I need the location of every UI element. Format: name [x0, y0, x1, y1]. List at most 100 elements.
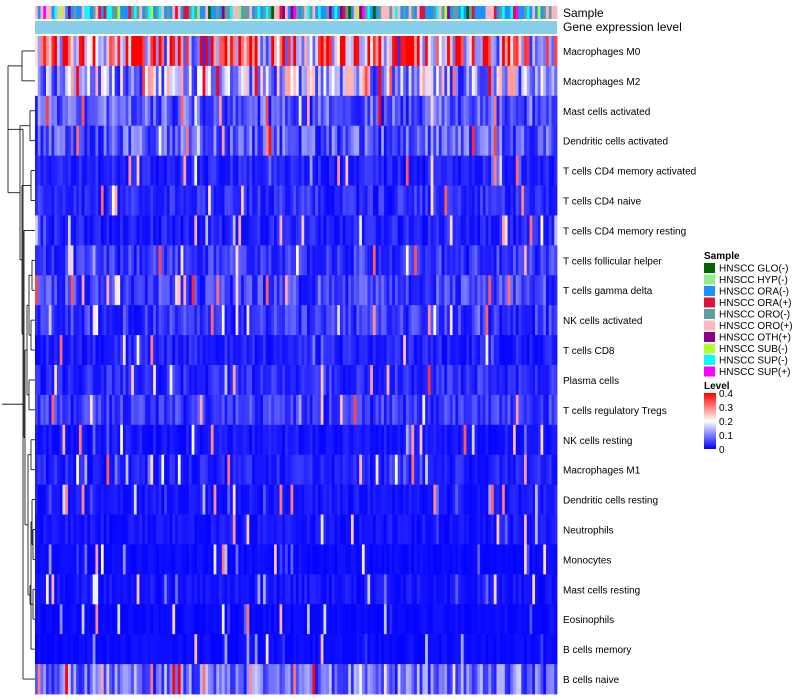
- heatmap-cell: [62, 664, 66, 695]
- heatmap-cell: [427, 664, 432, 695]
- sample-annotation-cell: [359, 6, 363, 19]
- heatmap-cell: [268, 335, 272, 366]
- sample-annotation-cell: [499, 6, 503, 19]
- heatmap-cell: [70, 365, 74, 396]
- heatmap-cell: [356, 125, 360, 157]
- sample-annotation-cell: [350, 6, 355, 19]
- heatmap-cell: [131, 544, 135, 575]
- heatmap-cell: [482, 365, 486, 396]
- heatmap-cell: [120, 95, 124, 127]
- heatmap-cell: [271, 215, 275, 246]
- heatmap-cell: [296, 335, 300, 366]
- heatmap-cell: [98, 155, 102, 186]
- heatmap-cell: [202, 454, 206, 486]
- heatmap-cell: [548, 394, 552, 426]
- heatmap-cell: [356, 335, 360, 366]
- heatmap-cell: [444, 155, 448, 186]
- heatmap-cell: [383, 484, 388, 515]
- heatmap-cell: [502, 245, 506, 276]
- heatmap-cell: [361, 394, 366, 426]
- sample-annotation-cell: [249, 6, 253, 19]
- heatmap-cell: [502, 544, 506, 575]
- heatmap-cell: [328, 664, 333, 695]
- heatmap-cell: [326, 424, 330, 456]
- heatmap-cell: [186, 484, 190, 515]
- heatmap-cell: [208, 335, 212, 366]
- sample-annotation-cell: [183, 6, 187, 19]
- heatmap-cell: [120, 634, 124, 665]
- heatmap-cell: [521, 245, 525, 276]
- heatmap-cell: [59, 484, 63, 515]
- heatmap-cell: [298, 185, 302, 216]
- heatmap-cell: [532, 604, 536, 635]
- heatmap-cell: [460, 215, 464, 246]
- heatmap-cell: [136, 36, 140, 67]
- heatmap-cell: [535, 664, 539, 695]
- heatmap-cell: [504, 305, 508, 336]
- heatmap-cell: [199, 95, 203, 127]
- heatmap-cell: [469, 604, 473, 635]
- heatmap-cell: [122, 664, 127, 695]
- heatmap-cell: [466, 394, 470, 426]
- heatmap-cell: [499, 36, 503, 67]
- heatmap-cell: [317, 215, 322, 246]
- heatmap-cell: [35, 245, 39, 276]
- heatmap-cell: [177, 185, 182, 216]
- row-label: T cells CD4 memory activated: [563, 167, 696, 178]
- heatmap-cell: [133, 454, 138, 486]
- heatmap-cell: [227, 514, 231, 545]
- heatmap-cell: [554, 544, 558, 575]
- heatmap-cell: [449, 215, 453, 246]
- heatmap-cell: [202, 65, 206, 97]
- heatmap-cell: [136, 245, 140, 276]
- heatmap-cell: [315, 574, 319, 605]
- heatmap-cell: [216, 604, 220, 635]
- heatmap-cell: [265, 664, 269, 695]
- sample-annotation-cell: [106, 6, 110, 19]
- heatmap-cell: [100, 394, 105, 426]
- heatmap-cell: [394, 125, 399, 157]
- heatmap-cell: [230, 335, 234, 366]
- heatmap-cell: [199, 335, 203, 366]
- heatmap-cell: [54, 335, 58, 366]
- heatmap-cell: [76, 275, 80, 306]
- heatmap-cell: [78, 125, 83, 157]
- heatmap-cell: [122, 245, 127, 276]
- heatmap-cell: [317, 454, 322, 486]
- heatmap-cell: [48, 634, 52, 665]
- heatmap-cell: [540, 65, 544, 97]
- heatmap-cell: [331, 155, 335, 186]
- heatmap-cell: [54, 424, 58, 456]
- heatmap-cell: [139, 305, 143, 336]
- heatmap-cell: [433, 65, 437, 97]
- heatmap-cell: [405, 65, 410, 97]
- sample-annotation-cell: [117, 6, 121, 19]
- heatmap-cell: [526, 335, 530, 366]
- heatmap-cell: [177, 275, 182, 306]
- heatmap-cell: [425, 305, 429, 336]
- heatmap-cell: [502, 305, 506, 336]
- heatmap-cell: [213, 215, 217, 246]
- heatmap-cell: [84, 335, 88, 366]
- heatmap-cell: [133, 125, 138, 157]
- heatmap-cell: [524, 604, 528, 635]
- heatmap-cell: [546, 604, 550, 635]
- heatmap-cell: [51, 185, 55, 216]
- heatmap-cell: [254, 65, 258, 97]
- heatmap-cell: [430, 424, 434, 456]
- heatmap-cell: [48, 454, 52, 486]
- heatmap-cell: [317, 544, 322, 575]
- heatmap-cell: [257, 484, 261, 515]
- heatmap-cell: [175, 95, 179, 127]
- heatmap-cell: [482, 484, 486, 515]
- heatmap-cell: [243, 664, 247, 695]
- heatmap-cell: [78, 155, 83, 186]
- heatmap-cell: [67, 514, 72, 545]
- heatmap-cell: [381, 454, 385, 486]
- heatmap-cell: [92, 155, 96, 186]
- heatmap-cell: [400, 215, 404, 246]
- sample-annotation-cell: [488, 6, 492, 19]
- heatmap-cell: [241, 155, 245, 186]
- heatmap-cell: [100, 544, 105, 575]
- heatmap-cell: [348, 544, 352, 575]
